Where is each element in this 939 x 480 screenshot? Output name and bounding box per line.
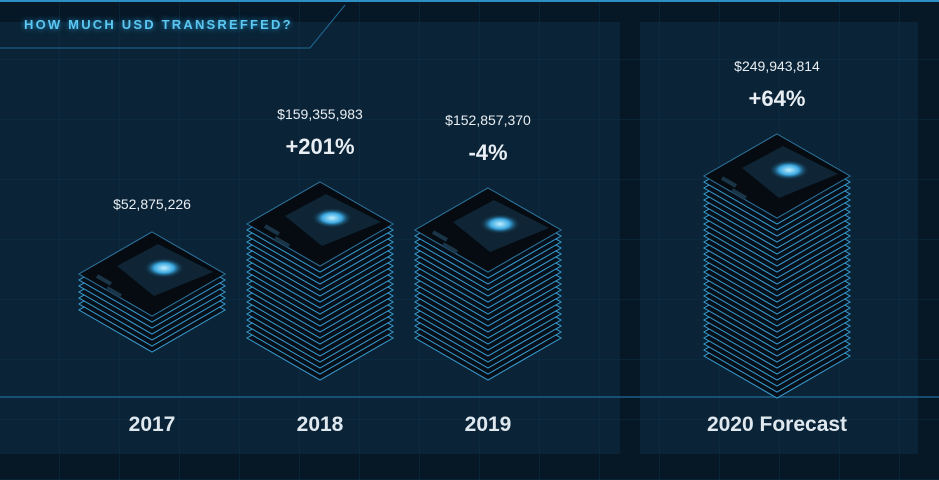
glowing-map-icon	[769, 160, 809, 180]
value-label: $249,943,814	[734, 58, 820, 74]
card-stripes	[721, 176, 747, 200]
category-label: 2017	[128, 413, 176, 436]
change-label: +64%	[748, 86, 806, 111]
category-label: 2020 Forecast	[706, 413, 848, 436]
glowing-map-icon	[144, 258, 184, 278]
change-label: -4%	[468, 140, 508, 165]
change-label: +201%	[285, 134, 355, 159]
stack-bar-2019	[413, 187, 563, 381]
value-label: $159,355,983	[277, 106, 363, 122]
glowing-map-icon	[312, 208, 352, 228]
value-label: $52,875,226	[113, 196, 191, 212]
glowing-map-icon	[480, 214, 520, 234]
category-label: 2019	[464, 413, 512, 436]
chart-title: HOW MUCH USD TRANSREFFED?	[24, 17, 293, 32]
card-stripes	[96, 274, 122, 298]
stack-bar-2020-forecast	[702, 133, 852, 399]
stack-bar-2018	[245, 181, 395, 381]
category-label: 2018	[296, 413, 344, 436]
stack-bar-2017	[77, 231, 227, 353]
value-label: $152,857,370	[445, 112, 531, 128]
card-stripes	[432, 230, 458, 254]
card-stripes	[264, 224, 290, 248]
